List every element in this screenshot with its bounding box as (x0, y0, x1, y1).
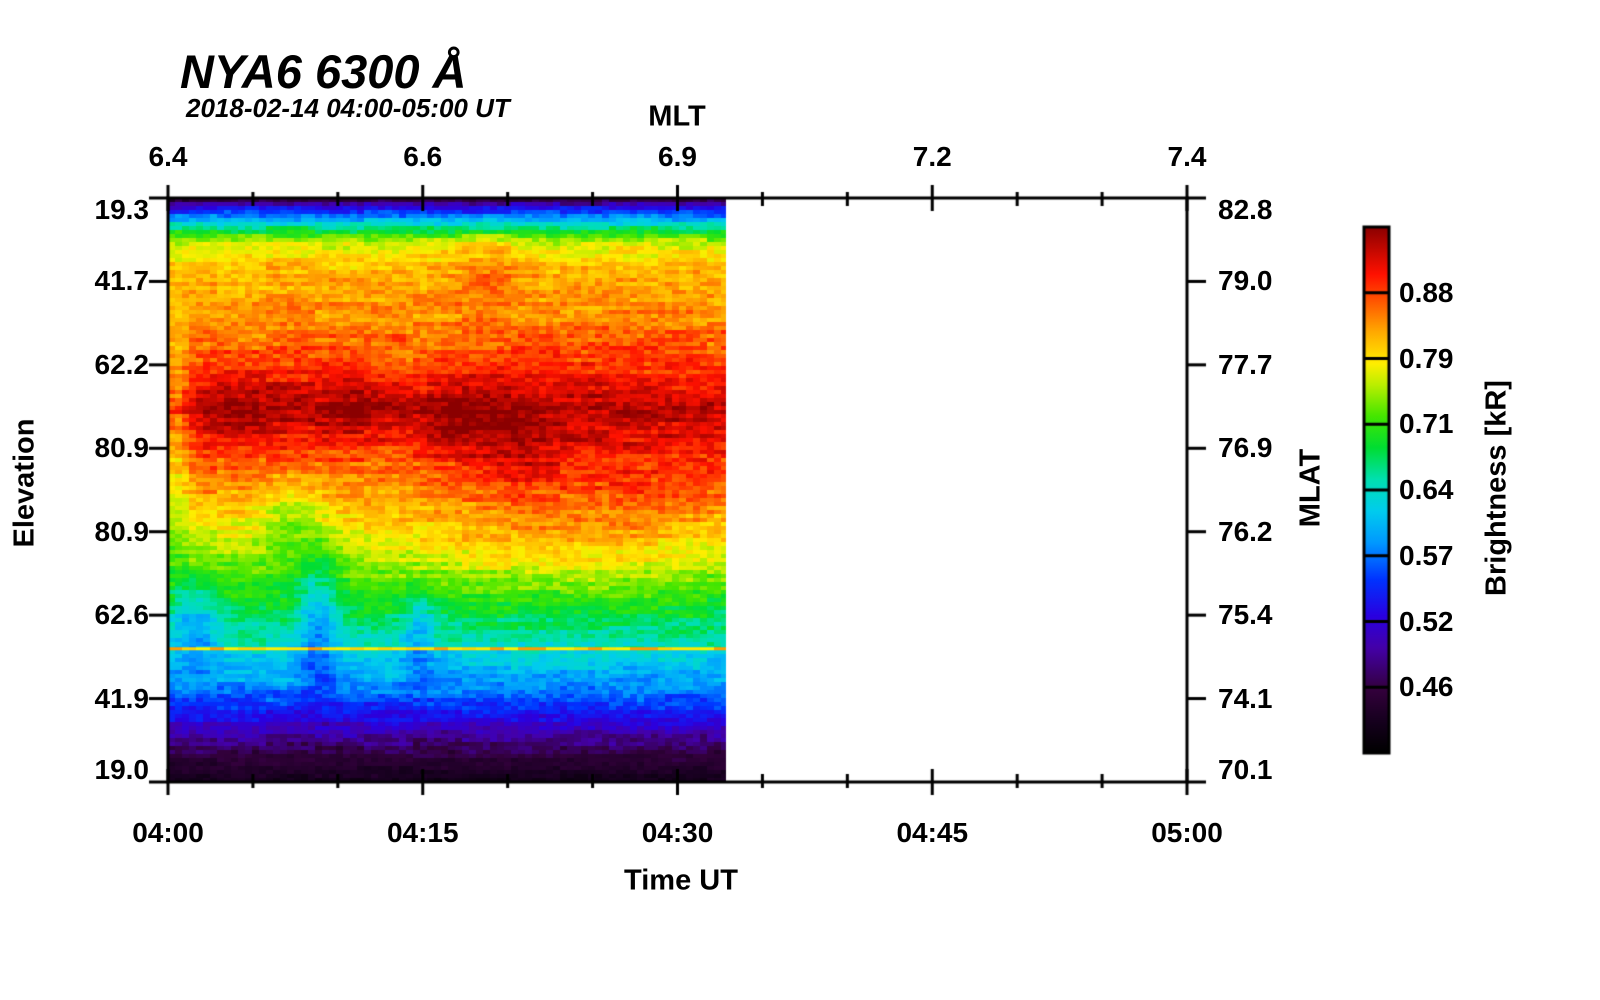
colorbar-tick-label: 0.79 (1399, 342, 1454, 374)
colorbar-tick-label: 0.71 (1399, 408, 1454, 440)
right-tick-label: 79.0 (1218, 265, 1273, 297)
top-tick-label: 6.4 (148, 141, 188, 172)
right-axis-title-mlat: MLAT (1294, 448, 1327, 528)
right-tick-label: 75.4 (1218, 599, 1273, 631)
right-tick-label: 70.1 (1218, 754, 1273, 785)
left-tick-label: 80.9 (94, 432, 150, 464)
figure-subtitle: 2018-02-14 04:00-05:00 UT (186, 93, 510, 123)
left-tick-label: 41.9 (94, 682, 150, 714)
bottom-tick-label: 05:00 (1151, 817, 1223, 848)
colorbar-title-brightness: Brightness [kR] (1480, 380, 1513, 596)
colorbar-tick-label: 0.57 (1399, 539, 1454, 571)
right-tick-label: 76.9 (1218, 432, 1273, 464)
bottom-tick-label: 04:45 (896, 817, 969, 848)
right-tick-label: 82.8 (1218, 194, 1273, 225)
top-axis-title-mlt: MLT (648, 100, 706, 133)
top-tick-label: 6.9 (658, 141, 697, 172)
top-tick-label: 6.6 (403, 141, 443, 172)
right-tick-label: 77.7 (1218, 348, 1273, 380)
figure-title: NYA6 6300 Å (180, 45, 467, 98)
left-tick-label: 19.0 (94, 754, 150, 785)
right-tick-label: 74.1 (1218, 682, 1273, 714)
colorbar-tick-label: 0.46 (1399, 671, 1454, 703)
left-tick-label: 80.9 (94, 515, 150, 547)
left-tick-label: 41.7 (94, 265, 150, 297)
left-tick-label: 19.3 (94, 194, 150, 225)
colorbar-tick-label: 0.64 (1399, 474, 1454, 505)
bottom-tick-label: 04:30 (641, 817, 714, 848)
bottom-tick-label: 04:00 (132, 817, 204, 848)
top-tick-label: 7.4 (1167, 141, 1207, 172)
left-tick-label: 62.2 (94, 348, 150, 380)
right-tick-label: 76.2 (1218, 515, 1273, 547)
colorbar-tick-label: 0.88 (1399, 276, 1454, 308)
bottom-axis-title-time-ut: Time UT (624, 864, 738, 897)
bottom-tick-label: 04:15 (386, 817, 459, 848)
left-tick-label: 62.6 (94, 599, 150, 631)
top-tick-label: 7.2 (912, 141, 952, 172)
colorbar-tick-label: 0.52 (1399, 605, 1454, 637)
